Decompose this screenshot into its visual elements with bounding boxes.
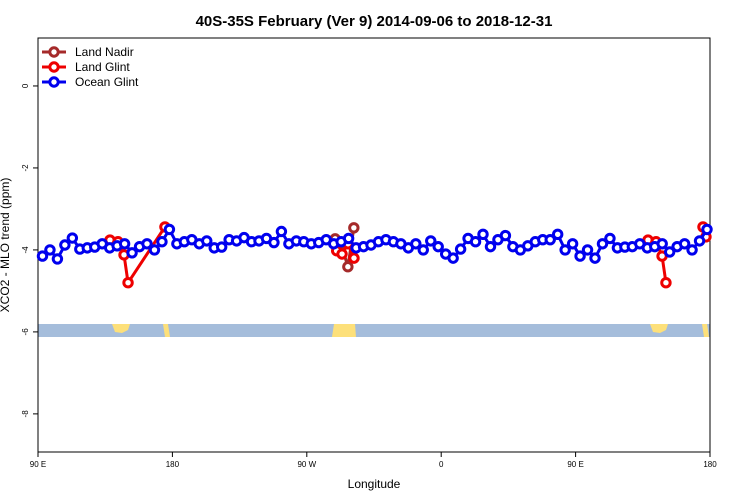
land-shape: [702, 324, 709, 337]
data-point: [566, 238, 579, 250]
x-tick-label: 90 E: [30, 460, 46, 469]
y-tick-label: -4: [21, 246, 30, 254]
x-tick-label: 0: [439, 460, 444, 469]
legend-label: Land Glint: [75, 60, 130, 74]
data-point: [686, 244, 698, 256]
land-strip: [38, 324, 710, 337]
x-tick-label: 90 E: [567, 460, 583, 469]
data-point: [268, 236, 280, 249]
data-point: [336, 248, 348, 260]
data-point: [275, 225, 288, 238]
y-tick-label: -2: [21, 164, 30, 172]
data-point: [163, 223, 176, 236]
data-point: [551, 228, 564, 241]
data-point: [484, 240, 497, 253]
data-point: [693, 235, 706, 247]
data-point: [581, 244, 594, 256]
data-point: [141, 238, 153, 250]
y-tick-label: -6: [21, 328, 30, 336]
data-point: [589, 252, 601, 264]
data-point: [348, 222, 360, 234]
legend-marker: [48, 61, 60, 73]
data-point: [454, 243, 467, 255]
data-point: [574, 250, 586, 262]
data-point: [215, 241, 228, 253]
data-point: [410, 238, 422, 250]
data-point: [51, 253, 64, 265]
data-point: [544, 233, 556, 246]
data-point: [604, 232, 616, 245]
data-point: [701, 223, 713, 236]
land-shape: [112, 324, 130, 333]
data-point: [678, 238, 691, 250]
data-point: [348, 252, 360, 264]
data-point: [201, 235, 213, 247]
x-tick-label: 90 W: [297, 460, 316, 469]
data-point: [425, 235, 437, 247]
data-point: [156, 236, 168, 248]
data-point: [59, 239, 71, 251]
data-point: [122, 277, 134, 289]
land-shape: [163, 324, 170, 337]
land-shape: [650, 324, 668, 333]
legend-marker: [48, 46, 60, 58]
plot-frame: [37, 37, 711, 453]
data-point: [126, 247, 138, 259]
x-tick-label: 180: [166, 460, 180, 469]
data-point: [559, 244, 571, 256]
x-axis-label: Longitude: [348, 477, 401, 491]
data-point: [469, 236, 482, 248]
data-point: [36, 250, 49, 262]
data-point: [660, 277, 672, 289]
data-point: [342, 261, 354, 273]
data-point: [342, 232, 355, 245]
data-point: [656, 238, 668, 250]
chart-title: 40S-35S February (Ver 9) 2014-09-06 to 2…: [196, 13, 553, 30]
y-tick-label: -8: [21, 410, 30, 418]
data-point: [432, 240, 444, 253]
data-point: [663, 246, 676, 258]
data-point: [148, 244, 161, 256]
data-point: [596, 238, 609, 250]
data-point: [66, 232, 79, 244]
data-point: [499, 229, 512, 242]
data-point: [477, 228, 489, 241]
y-axis-label: XCO2 - MLO trend (ppm): [0, 178, 12, 313]
land-shape: [332, 324, 356, 337]
y-tick-label: 0: [21, 83, 30, 88]
x-tick-label: 180: [703, 460, 717, 469]
ocean-band: [38, 324, 710, 337]
legend-label: Land Nadir: [75, 45, 134, 59]
legend-marker: [48, 76, 60, 88]
data-point: [118, 238, 131, 250]
data-point: [417, 244, 429, 256]
data-point: [44, 244, 56, 256]
legend-label: Ocean Glint: [75, 75, 139, 89]
data-point: [447, 252, 459, 264]
